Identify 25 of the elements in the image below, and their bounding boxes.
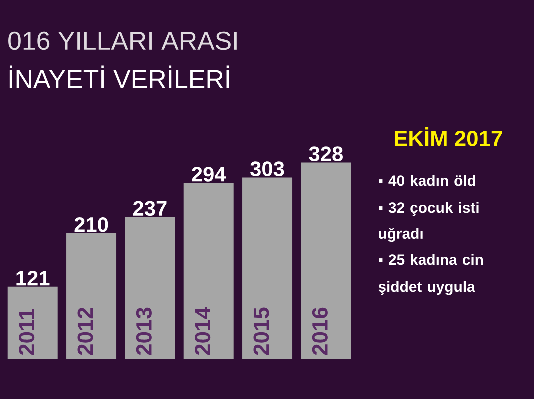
data-label: 121 <box>16 271 50 286</box>
text: ▪ 32 çocuk isti uğradı <box>379 202 479 242</box>
bar <box>125 217 176 360</box>
text: ▪ 40 kadın öld <box>379 175 476 186</box>
data-label: 294 <box>192 167 226 182</box>
text: şiddet uygula <box>378 281 476 296</box>
chart-title: 016 YILLARI ARASI <box>8 32 237 50</box>
data-label: 328 <box>309 146 343 162</box>
x-tick-label: 2016 <box>312 308 328 356</box>
bar <box>242 178 293 360</box>
data-label: 237 <box>133 201 167 216</box>
bar <box>184 183 234 360</box>
x-tick-label: 2013 <box>136 308 152 356</box>
text: EKİM 2017 <box>394 127 502 146</box>
x-tick-label: 2012 <box>78 308 94 356</box>
bar <box>66 233 117 360</box>
x-tick-label: 2015 <box>254 308 270 356</box>
data-label: 210 <box>74 217 108 232</box>
bar <box>301 162 352 360</box>
text: ▪ 25 kadına cin <box>379 254 484 266</box>
data-label: 303 <box>250 162 284 176</box>
chart-subtitle: İNAYETİ VERİLERİ <box>10 66 230 88</box>
x-tick-label: 2014 <box>195 307 211 356</box>
bar <box>8 286 58 360</box>
x-tick-label: 2011 <box>19 308 35 356</box>
